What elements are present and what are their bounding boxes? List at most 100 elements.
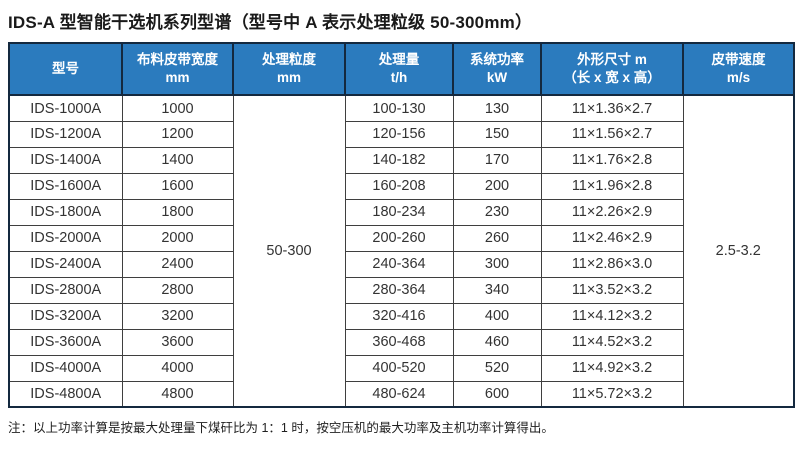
cell-power: 200 (452, 172, 542, 200)
table-row: IDS-1000A 1000 50-300 100-130 130 11×1.3… (8, 94, 795, 408)
table-body: IDS-1000A 1000 50-300 100-130 130 11×1.3… (8, 94, 795, 408)
col-header-label: 系统功率 (470, 52, 524, 67)
cell-particle-size-merged: 50-300 (232, 94, 346, 408)
col-header-power: 系统功率 kW (452, 41, 542, 97)
cell-capacity: 480-624 (344, 380, 454, 408)
cell-power: 150 (452, 120, 542, 148)
cell-model: IDS-2000A (8, 224, 123, 252)
col-header-particle-size: 处理粒度 mm (232, 41, 346, 97)
table-header: 型号 布料皮带宽度 mm 处理粒度 mm 处理量 t/h 系统功率 kW (8, 41, 795, 97)
cell-capacity: 140-182 (344, 146, 454, 174)
cell-dimensions: 11×5.72×3.2 (540, 380, 684, 408)
cell-belt-width: 3200 (121, 302, 234, 330)
col-header-unit: （长 x 宽 x 高） (563, 70, 661, 86)
cell-capacity: 320-416 (344, 302, 454, 330)
cell-model: IDS-2800A (8, 276, 123, 304)
col-header-label: 外形尺寸 m (577, 52, 647, 67)
cell-capacity: 160-208 (344, 172, 454, 200)
col-header-label: 布料皮带宽度 (137, 52, 218, 67)
table-row: IDS-2400A 2400 240-364 300 11×2.86×3.0 (8, 250, 794, 278)
col-header-belt-speed: 皮带速度 m/s (682, 41, 795, 97)
cell-belt-speed-merged: 2.5-3.2 (682, 94, 795, 408)
table-row: IDS-4000A 4000 400-520 520 11×4.92×3.2 (8, 354, 794, 382)
cell-power: 130 (452, 94, 542, 122)
cell-dimensions: 11×4.12×3.2 (540, 302, 684, 330)
table-row: IDS-2800A 2800 280-364 340 11×3.52×3.2 (8, 276, 794, 304)
cell-power: 260 (452, 224, 542, 252)
table-row: IDS-3600A 3600 360-468 460 11×4.52×3.2 (8, 328, 794, 356)
table-row: IDS-1200A 1200 120-156 150 11×1.56×2.7 (8, 120, 794, 148)
spec-table: 型号 布料皮带宽度 mm 处理粒度 mm 处理量 t/h 系统功率 kW (8, 41, 795, 409)
cell-capacity: 200-260 (344, 224, 454, 252)
cell-model: IDS-1600A (8, 172, 123, 200)
table-row: IDS-1400A 1400 140-182 170 11×1.76×2.8 (8, 146, 794, 174)
cell-model: IDS-3200A (8, 302, 123, 330)
page-title: IDS-A 型智能干选机系列型谱（型号中 A 表示处理粒级 50-300mm） (8, 13, 533, 32)
header-row: 型号 布料皮带宽度 mm 处理粒度 mm 处理量 t/h 系统功率 kW (8, 41, 795, 97)
cell-belt-width: 2000 (121, 224, 234, 252)
col-header-unit: t/h (390, 70, 408, 86)
cell-power: 460 (452, 328, 542, 356)
cell-model: IDS-4000A (8, 354, 123, 382)
cell-model: IDS-3600A (8, 328, 123, 356)
footnote: 注：以上功率计算是按最大处理量下煤矸比为 1：1 时，按空压机的最大功率及主机功… (8, 421, 554, 436)
cell-dimensions: 11×4.92×3.2 (540, 354, 684, 382)
col-header-label: 处理量 (378, 52, 420, 67)
cell-dimensions: 11×1.36×2.7 (540, 94, 684, 122)
table-row: IDS-3200A 3200 320-416 400 11×4.12×3.2 (8, 302, 794, 330)
cell-belt-width: 2800 (121, 276, 234, 304)
cell-power: 400 (452, 302, 542, 330)
cell-dimensions: 11×2.26×2.9 (540, 198, 684, 226)
cell-dimensions: 11×2.86×3.0 (540, 250, 684, 278)
table-row: IDS-1800A 1800 180-234 230 11×2.26×2.9 (8, 198, 794, 226)
cell-capacity: 180-234 (344, 198, 454, 226)
cell-power: 230 (452, 198, 542, 226)
col-header-belt-width: 布料皮带宽度 mm (121, 41, 234, 97)
col-header-unit: mm (165, 70, 190, 86)
col-header-capacity: 处理量 t/h (344, 41, 454, 97)
cell-capacity: 360-468 (344, 328, 454, 356)
cell-capacity: 100-130 (344, 94, 454, 122)
cell-model: IDS-1800A (8, 198, 123, 226)
cell-model: IDS-4800A (8, 380, 123, 408)
cell-belt-width: 4800 (121, 380, 234, 408)
cell-belt-width: 1600 (121, 172, 234, 200)
cell-model: IDS-1200A (8, 120, 123, 148)
cell-belt-width: 2400 (121, 250, 234, 278)
cell-power: 300 (452, 250, 542, 278)
col-header-dimensions: 外形尺寸 m （长 x 宽 x 高） (540, 41, 684, 97)
cell-capacity: 400-520 (344, 354, 454, 382)
cell-belt-width: 1400 (121, 146, 234, 174)
cell-dimensions: 11×2.46×2.9 (540, 224, 684, 252)
col-header-label: 型号 (52, 61, 79, 77)
cell-model: IDS-1000A (8, 94, 123, 122)
cell-capacity: 120-156 (344, 120, 454, 148)
col-header-label: 处理粒度 (262, 52, 316, 67)
cell-dimensions: 11×1.96×2.8 (540, 172, 684, 200)
cell-capacity: 240-364 (344, 250, 454, 278)
cell-belt-width: 1000 (121, 94, 234, 122)
table-row: IDS-1600A 1600 160-208 200 11×1.96×2.8 (8, 172, 794, 200)
table-row: IDS-4800A 4800 480-624 600 11×5.72×3.2 (8, 380, 794, 408)
cell-power: 520 (452, 354, 542, 382)
cell-belt-width: 4000 (121, 354, 234, 382)
cell-dimensions: 11×1.56×2.7 (540, 120, 684, 148)
col-header-label: 皮带速度 (711, 52, 766, 67)
cell-power: 340 (452, 276, 542, 304)
cell-power: 600 (452, 380, 542, 408)
cell-power: 170 (452, 146, 542, 174)
cell-dimensions: 11×4.52×3.2 (540, 328, 684, 356)
table-row: IDS-2000A 2000 200-260 260 11×2.46×2.9 (8, 224, 794, 252)
cell-model: IDS-2400A (8, 250, 123, 278)
col-header-unit: kW (486, 70, 508, 86)
cell-belt-width: 3600 (121, 328, 234, 356)
cell-capacity: 280-364 (344, 276, 454, 304)
cell-dimensions: 11×1.76×2.8 (540, 146, 684, 174)
col-header-model: 型号 (8, 41, 123, 97)
cell-model: IDS-1400A (8, 146, 123, 174)
col-header-unit: m/s (726, 70, 751, 86)
col-header-unit: mm (276, 70, 301, 86)
cell-belt-width: 1800 (121, 198, 234, 226)
cell-belt-width: 1200 (121, 120, 234, 148)
